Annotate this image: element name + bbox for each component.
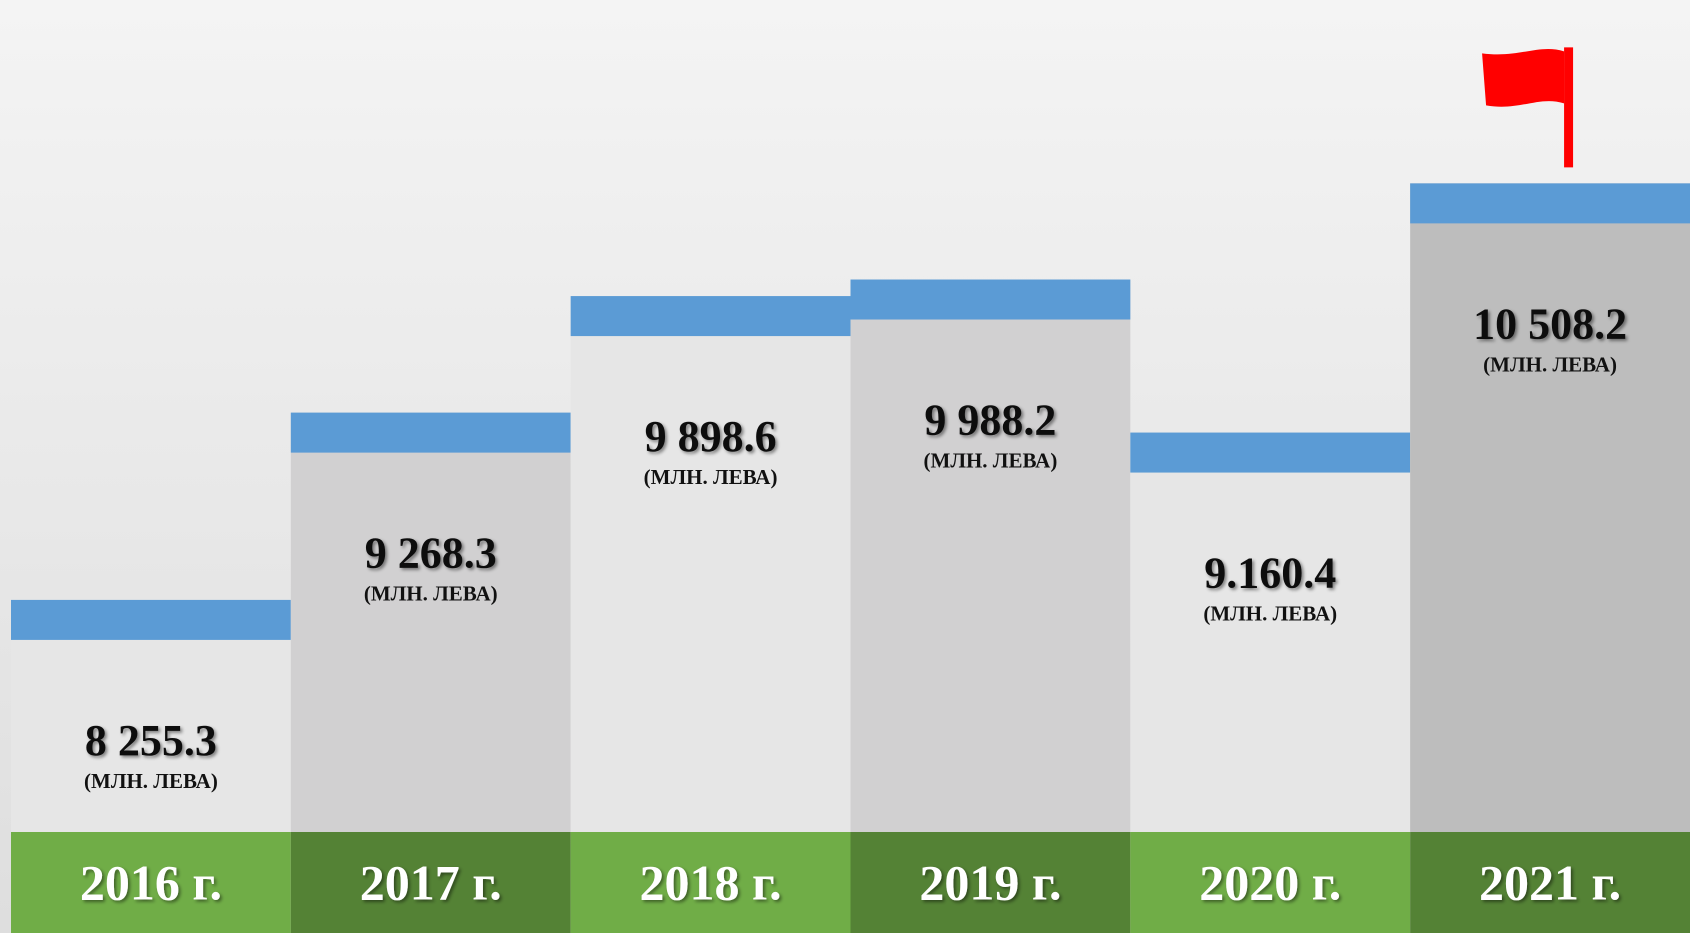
- x-tick-label: 2019 г.: [919, 854, 1061, 910]
- bar: [570, 296, 851, 832]
- bar-cap: [1410, 183, 1690, 224]
- bar-cap: [290, 412, 571, 453]
- unit-label: (МЛН. ЛЕВА): [924, 449, 1058, 473]
- value-label: 9 898.6: [645, 412, 777, 461]
- unit-label: (МЛН. ЛЕВА): [644, 465, 778, 489]
- value-label: 9.160.4: [1204, 549, 1336, 598]
- unit-label: (МЛН. ЛЕВА): [84, 769, 218, 793]
- x-tick-label: 2021 г.: [1479, 854, 1621, 910]
- bar-cap: [1130, 432, 1411, 473]
- bar-cap: [850, 279, 1131, 320]
- value-label: 10 508.2: [1473, 299, 1627, 348]
- category-band: [570, 832, 851, 933]
- x-tick-label: 2016 г.: [80, 854, 222, 910]
- flag: [1482, 48, 1565, 107]
- unit-label: (МЛН. ЛЕВА): [364, 582, 498, 606]
- bar-cap: [570, 296, 851, 337]
- x-tick-label: 2017 г.: [360, 854, 502, 910]
- bar: [1410, 183, 1690, 832]
- bar: [850, 279, 1131, 832]
- bar-cap: [11, 599, 291, 640]
- value-label: 9 268.3: [365, 529, 497, 578]
- value-label: 9 988.2: [924, 396, 1056, 445]
- category-band: [11, 832, 291, 933]
- unit-label: (МЛН. ЛЕВА): [1483, 352, 1617, 376]
- category-band: [1130, 832, 1411, 933]
- x-tick-label: 2020 г.: [1199, 854, 1341, 910]
- x-tick-label: 2018 г.: [640, 854, 782, 910]
- bar: [290, 412, 571, 832]
- category-band: [1410, 832, 1690, 933]
- category-band: [850, 832, 1131, 933]
- bar: [1130, 432, 1411, 832]
- unit-label: (МЛН. ЛЕВА): [1203, 602, 1337, 626]
- category-band: [290, 832, 571, 933]
- value-label: 8 255.3: [85, 716, 217, 765]
- flag-pole: [1564, 47, 1574, 168]
